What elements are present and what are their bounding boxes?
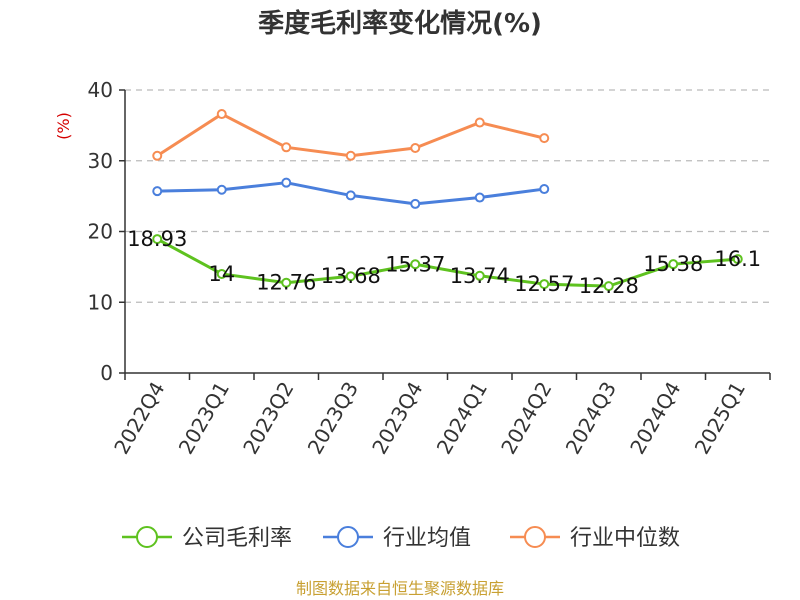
y-tick-label-10: 10 <box>88 290 113 314</box>
series-line-0 <box>156 237 738 288</box>
series-0-point-2024Q4 <box>668 259 679 270</box>
legend-label-1: 行业均值 <box>383 526 471 551</box>
series-layer <box>152 109 743 292</box>
series-1-point-2023Q3 <box>345 190 356 201</box>
series-1-point-2023Q4 <box>410 198 421 209</box>
series-2-point-2023Q1 <box>216 109 227 120</box>
data-label-2024Q4: 15.38 <box>643 252 703 276</box>
series-0-point-2022Q4 <box>152 234 163 245</box>
grid-lines <box>125 89 770 303</box>
series-0-point-2023Q2 <box>281 277 292 288</box>
y-ticks: 0 10 20 30 40 <box>88 78 125 385</box>
x-tick-label-2023Q4: 2023Q4 <box>367 378 427 459</box>
x-tick-label-2024Q3: 2024Q3 <box>561 378 621 459</box>
data-label-2022Q4: 18.93 <box>127 227 187 251</box>
series-0-point-2023Q1 <box>216 268 227 279</box>
series-1-point-2023Q2 <box>281 177 292 188</box>
x-tick-label-2023Q2: 2023Q2 <box>238 378 298 459</box>
x-tick-label-2023Q1: 2023Q1 <box>174 378 234 459</box>
x-tick-label-2023Q3: 2023Q3 <box>303 378 363 459</box>
series-0-point-2024Q1 <box>474 270 485 281</box>
series-0-point-2024Q2 <box>539 279 550 290</box>
data-labels: 18.93 14 12.76 13.68 15.37 13.74 12.57 12.2815.… <box>127 227 761 298</box>
data-label-2023Q1: 14 <box>208 262 235 286</box>
x-tick-label-2025Q1: 2025Q1 <box>690 378 750 459</box>
series-2-point-2023Q4 <box>410 143 421 154</box>
series-2-point-2023Q2 <box>281 142 292 153</box>
legend-marker-1 <box>337 526 359 548</box>
data-label-2023Q4: 15.37 <box>385 252 445 276</box>
legend-label-0: 公司毛利率 <box>182 526 292 551</box>
series-1-point-2024Q2 <box>539 184 550 195</box>
x-tick-label-2024Q2: 2024Q2 <box>496 378 556 459</box>
source-note: 制图数据来自恒生聚源数据库 <box>296 579 504 598</box>
data-label-2024Q1: 13.74 <box>450 264 510 288</box>
data-label-2023Q3: 13.68 <box>321 264 381 288</box>
series-1-point-2022Q4 <box>152 186 163 197</box>
y-tick-label-40: 40 <box>88 78 113 102</box>
series-line-2 <box>156 112 545 158</box>
x-tick-label-2024Q4: 2024Q4 <box>625 378 685 459</box>
series-0-point-2023Q3 <box>345 271 356 282</box>
data-label-2024Q3: 12.28 <box>579 274 639 298</box>
legend: 公司毛利率 行业均值 行业中位数 <box>122 526 680 551</box>
x-tick-label-2024Q1: 2024Q1 <box>432 378 492 459</box>
x-tick-label-2022Q4: 2022Q4 <box>109 378 169 459</box>
series-0-point-2025Q1 <box>732 254 743 265</box>
series-2-point-2022Q4 <box>152 150 163 161</box>
series-1-point-2024Q1 <box>474 192 485 203</box>
data-label-2024Q2: 12.57 <box>514 272 574 296</box>
chart-title: 季度毛利率变化情况(%) <box>258 8 542 39</box>
y-tick-label-30: 30 <box>88 149 113 173</box>
data-label-2025Q1: 16.1 <box>714 247 761 271</box>
series-2-point-2024Q1 <box>474 117 485 128</box>
y-tick-label-20: 20 <box>88 220 113 244</box>
series-2-point-2023Q3 <box>345 150 356 161</box>
y-axis-unit: (%) <box>54 112 73 140</box>
series-0-point-2023Q4 <box>410 259 421 270</box>
series-0-point-2024Q3 <box>603 281 614 292</box>
series-1-point-2023Q1 <box>216 184 227 195</box>
y-tick-label-0: 0 <box>100 361 113 385</box>
data-label-2023Q2: 12.76 <box>256 271 316 295</box>
legend-marker-2 <box>524 526 546 548</box>
legend-marker-0 <box>136 526 158 548</box>
x-ticks: 2022Q4 2023Q1 2023Q2 2023Q3 2023Q4 2024Q1 2024… <box>109 373 771 459</box>
legend-label-2: 行业中位数 <box>570 526 680 551</box>
series-2-point-2024Q2 <box>539 133 550 144</box>
